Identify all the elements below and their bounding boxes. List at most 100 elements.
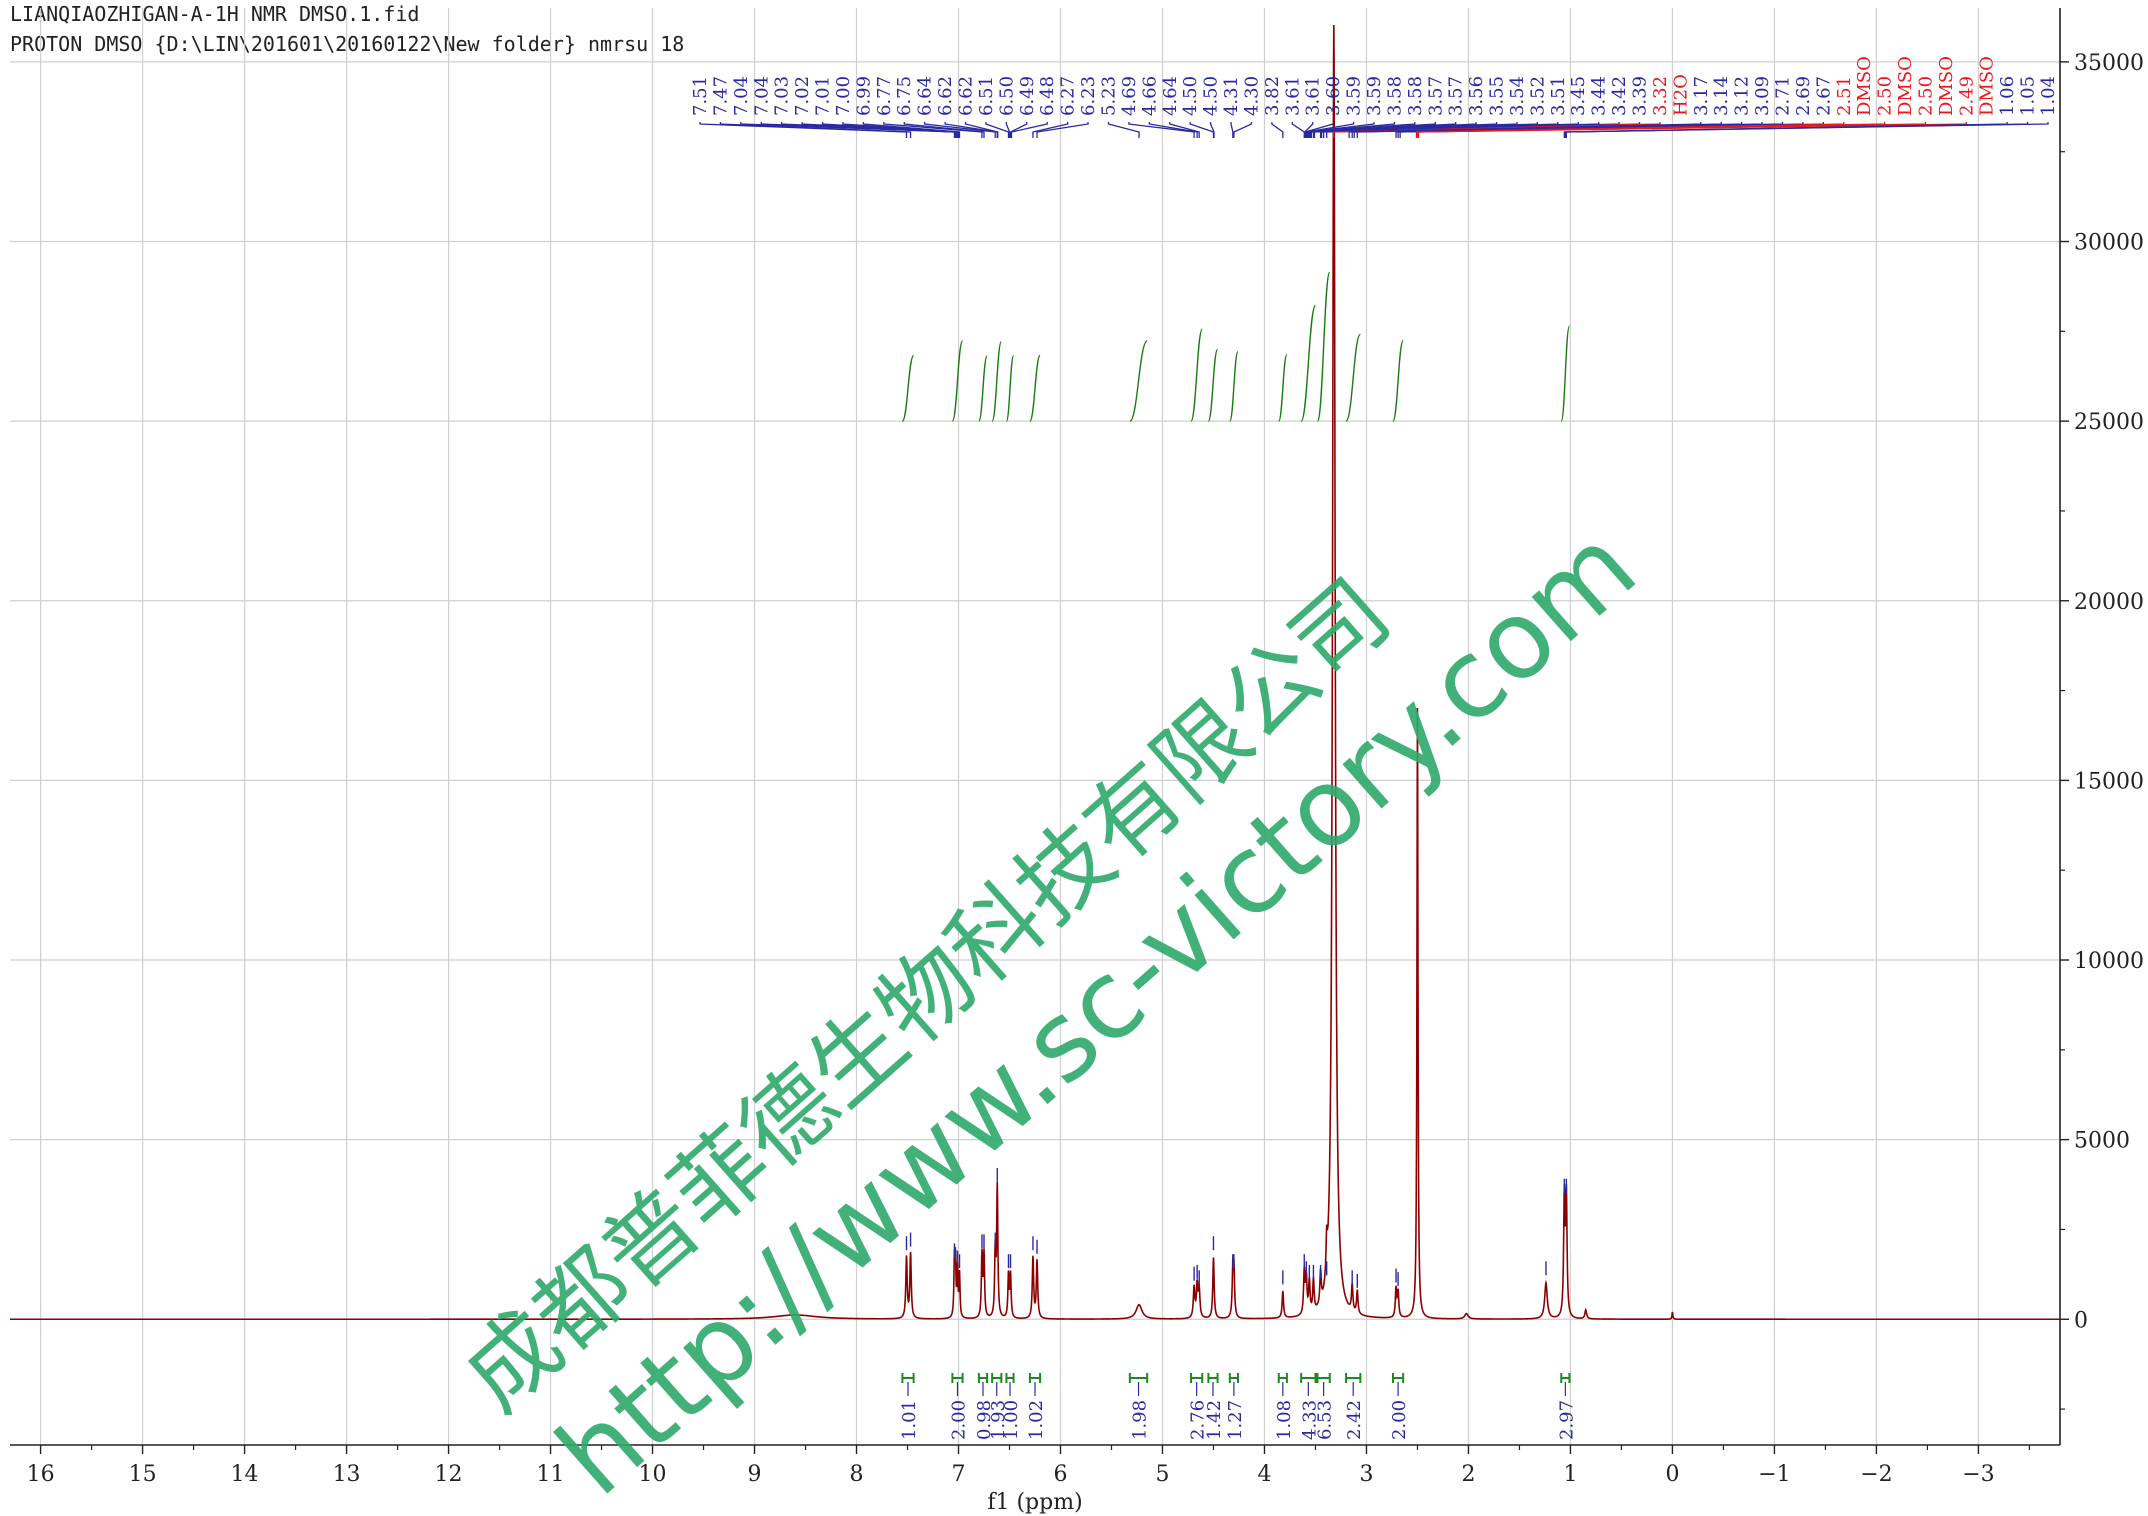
- peak-label: 3.57: [1425, 76, 1446, 116]
- x-tick-label: 12: [435, 1462, 463, 1487]
- peak-label: 3.44: [1589, 76, 1610, 116]
- peak-label: 4.64: [1160, 76, 1181, 116]
- integral-value: 4.33: [1299, 1400, 1320, 1440]
- peak-label: 3.12: [1732, 76, 1753, 116]
- peak-label: 5.23: [1098, 76, 1119, 116]
- peak-label-connector: [924, 122, 996, 138]
- peak-label: 7.51: [690, 76, 711, 116]
- peak-label: 6.64: [915, 76, 936, 116]
- x-tick-label: 3: [1359, 1462, 1373, 1487]
- peak-label: 3.09: [1752, 76, 1773, 116]
- header-line-1: LIANQIAOZHIGAN-A-1H NMR DMSO.1.fid: [10, 2, 420, 26]
- y-tick-label: 0: [2074, 1308, 2088, 1333]
- peak-label-connector: [719, 122, 912, 138]
- integral-curve: [1278, 353, 1288, 422]
- integral-curve: [1300, 304, 1317, 422]
- peak-label-connector: [1009, 122, 1028, 138]
- peak-label: 3.60: [1323, 76, 1344, 116]
- peak-label-connector: [903, 122, 985, 138]
- peak-label: 6.51: [976, 76, 997, 116]
- peak-label-connector: [1230, 122, 1234, 138]
- peak-label: 6.49: [1017, 76, 1038, 116]
- peak-label: 3.55: [1487, 76, 1508, 116]
- x-tick-label: −2: [1860, 1462, 1892, 1487]
- integral-curve: [901, 354, 915, 422]
- x-tick-label: 16: [27, 1462, 55, 1487]
- y-tick-label: 5000: [2074, 1129, 2130, 1154]
- integral-value: 0.98: [974, 1400, 995, 1440]
- header-line-2: PROTON DMSO {D:\LIN\201601\20160122\New …: [10, 32, 685, 56]
- x-tick-label: 9: [748, 1462, 762, 1487]
- peak-label: 3.59: [1344, 76, 1365, 116]
- watermark-url: http://www.sc-victory.com: [534, 504, 1659, 1516]
- integral-curve: [1229, 350, 1239, 422]
- peak-label-connector: [1010, 122, 1048, 138]
- x-tick-label: 5: [1155, 1462, 1169, 1487]
- peak-label-connector: [985, 122, 1010, 138]
- integral-curve: [1345, 333, 1362, 422]
- integral-curve: [1207, 348, 1219, 422]
- peak-label-connector: [862, 122, 961, 138]
- x-tick-label: 10: [639, 1462, 667, 1487]
- peak-label: 3.58: [1405, 76, 1426, 116]
- peak-label: 4.69: [1119, 76, 1140, 116]
- axes: 16 15 14 13 12 11 10 9 8 7 6 5 4 3 2 1 0 −1 −2 −33500030000…: [10, 8, 2144, 1515]
- peak-label: 3.39: [1630, 76, 1651, 116]
- integral-value: 2.76: [1188, 1400, 1209, 1440]
- peak-label: 7.47: [710, 76, 731, 116]
- y-tick-label: 25000: [2074, 410, 2144, 435]
- peak-label: 3.56: [1466, 76, 1487, 116]
- peak-label: 1.05: [2018, 76, 2039, 116]
- peak-label-connector: [883, 122, 983, 138]
- peak-label: 1.06: [1997, 76, 2018, 116]
- x-tick-label: 1: [1563, 1462, 1577, 1487]
- integral-curve: [1190, 328, 1203, 422]
- peak-label-connector: [1032, 122, 1069, 138]
- peak-label: 6.75: [894, 76, 915, 116]
- integral-value: 1.02: [1026, 1400, 1047, 1440]
- peak-label: 6.50: [996, 76, 1017, 116]
- integral-curve: [1560, 325, 1571, 422]
- peak-label: 6.27: [1058, 76, 1079, 116]
- integral-value: 1.01: [899, 1400, 920, 1440]
- integral-labels: 1.01 2.00 0.981.931.00 1.02 1.98 2.761.42 1.27…: [899, 1373, 1577, 1440]
- peak-label-connector: [1209, 122, 1215, 138]
- peak-label: 4.50: [1180, 76, 1201, 116]
- peak-label: 2.67: [1813, 76, 1834, 116]
- peak-label: 4.30: [1241, 76, 1262, 116]
- peak-label-connector: [842, 122, 960, 138]
- spectrum-trace: [10, 25, 2060, 1321]
- watermark-chinese: 成都普菲德生物科技有限公司: [444, 559, 1411, 1432]
- integral-curve: [1005, 355, 1015, 422]
- integral-curve: [991, 341, 1003, 422]
- peak-label: 3.59: [1364, 76, 1385, 116]
- peak-label: 7.03: [772, 76, 793, 116]
- integral-value: 1.00: [1001, 1400, 1022, 1440]
- integral-curve: [1316, 271, 1331, 422]
- peak-label: 3.82: [1262, 76, 1283, 116]
- peak-label: 1.04: [2038, 76, 2059, 116]
- x-tick-label: 7: [952, 1462, 966, 1487]
- peak-label: 3.45: [1568, 76, 1589, 116]
- peak-label-connector: [1169, 122, 1200, 138]
- peak-label: DMSO: [1977, 56, 1998, 116]
- peak-label: 2.49: [1956, 76, 1977, 116]
- peak-label-connector: [1271, 122, 1284, 138]
- peak-label: 6.99: [853, 76, 874, 116]
- integral-curve: [1392, 339, 1404, 422]
- integral-curve: [978, 355, 988, 422]
- peak-label-connector: [1565, 122, 2049, 138]
- peak-label-connector: [1128, 122, 1195, 138]
- peak-label: 2.50: [1875, 76, 1896, 116]
- peak-label: 7.04: [751, 76, 772, 116]
- peak-label: 7.02: [792, 76, 813, 116]
- y-tick-label: 35000: [2074, 51, 2144, 76]
- x-tick-label: 2: [1461, 1462, 1475, 1487]
- x-tick-label: 11: [537, 1462, 565, 1487]
- peak-label: 3.42: [1609, 76, 1630, 116]
- x-tick-label: 8: [850, 1462, 864, 1487]
- peak-label: 2.69: [1793, 76, 1814, 116]
- y-tick-label: 10000: [2074, 949, 2144, 974]
